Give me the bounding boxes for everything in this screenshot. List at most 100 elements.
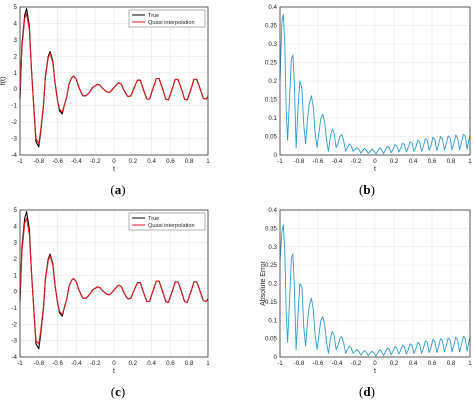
x-tick-label-c-2: -0.6 [52, 360, 63, 367]
y-tick-label-c-8: 4 [14, 223, 18, 230]
y-tick-label-c-9: 5 [14, 207, 18, 214]
y-tick-label-d-3: 0.15 [265, 299, 278, 306]
y-tick-label-c-6: 2 [14, 256, 18, 263]
x-tick-label-b-4: -0.2 [351, 158, 362, 165]
y-tick-label-b-2: 0.1 [268, 115, 277, 122]
x-tick-label-c-8: 0.6 [166, 360, 175, 367]
axes-frame-d [279, 209, 471, 358]
y-tick-label-b-6: 0.3 [268, 41, 277, 48]
axes-frame-b [279, 6, 471, 156]
panel-b: -1 -0.8 -0.6 -0.4 -0.2 0 0.2 0.4 0.6 0.8 1 0 0.05 0.1… [265, 4, 472, 173]
y-tick-label-d-7: 0.35 [265, 225, 278, 232]
x-tick-label-a-8: 0.6 [166, 158, 175, 165]
x-tick-label-d-9: 0.8 [447, 360, 456, 367]
y-tick-label-b-8: 0.4 [268, 4, 277, 11]
x-tick-label-b-1: -0.8 [294, 158, 305, 165]
x-tick-label-b-10: 1 [468, 158, 472, 165]
x-tick-label-c-7: 0.4 [147, 360, 156, 367]
x-axis-label-c: t [113, 368, 115, 375]
series-line-c-1 [19, 217, 209, 345]
y-tick-label-c-4: 0 [14, 289, 18, 296]
x-tick-label-a-6: 0.2 [128, 158, 137, 165]
x-tick-label-c-9: 0.8 [185, 360, 194, 367]
y-tick-label-a-4: 0 [14, 86, 18, 93]
series-line-b-0 [279, 13, 471, 155]
y-tick-label-a-7: 3 [14, 37, 18, 44]
y-axis-label-a: f(t) [0, 77, 7, 86]
y-tick-label-a-9: 5 [14, 4, 18, 11]
y-tick-label-a-8: 4 [14, 20, 18, 27]
caption-a: (a) [110, 182, 125, 197]
caption-b: (b) [359, 182, 375, 197]
x-tick-label-a-4: -0.2 [90, 158, 101, 165]
x-tick-label-d-3: -0.4 [332, 360, 343, 367]
x-tick-label-c-10: 1 [206, 360, 210, 367]
legend-box-a [128, 9, 206, 28]
x-tick-label-b-9: 0.8 [447, 158, 456, 165]
y-tick-label-c-1: -3 [11, 338, 17, 345]
x-tick-label-d-8: 0.6 [428, 360, 437, 367]
axes-frame-c [19, 209, 209, 358]
y-tick-label-b-3: 0.15 [265, 97, 278, 104]
y-tick-label-c-0: -4 [11, 354, 17, 361]
x-axis-label-a: t [113, 166, 115, 173]
x-tick-label-d-7: 0.4 [409, 360, 418, 367]
x-tick-label-a-7: 0.4 [147, 158, 156, 165]
x-axis-label-d: t [374, 368, 376, 375]
y-tick-label-b-0: 0 [274, 152, 278, 159]
y-tick-label-b-7: 0.35 [265, 23, 278, 30]
x-tick-label-d-1: -0.8 [294, 360, 305, 367]
panel-a: -1 -0.8 -0.6 -0.4 -0.2 0 0.2 0.4 0.6 0.8 1 -4 -3 -2 -1… [0, 4, 210, 173]
x-tick-label-d-10: 1 [468, 360, 472, 367]
x-tick-label-b-0: -1 [277, 158, 283, 165]
x-tick-label-d-5: 0 [373, 360, 377, 367]
y-tick-label-d-2: 0.1 [268, 317, 277, 324]
x-tick-label-c-4: -0.2 [90, 360, 101, 367]
x-tick-label-b-6: 0.2 [390, 158, 399, 165]
y-tick-label-c-3: -1 [11, 305, 17, 312]
x-tick-label-a-3: -0.4 [71, 158, 82, 165]
x-tick-label-d-2: -0.6 [313, 360, 324, 367]
x-tick-label-c-5: 0 [112, 360, 116, 367]
y-tick-label-a-6: 2 [14, 53, 18, 60]
panel-d: -1 -0.8 -0.6 -0.4 -0.2 0 0.2 0.4 0.6 0.8 1 0 0.05 0.1… [260, 207, 472, 375]
x-tick-label-a-2: -0.6 [52, 158, 63, 165]
y-tick-label-a-2: -2 [11, 119, 17, 126]
x-tick-label-c-0: -1 [17, 360, 23, 367]
y-tick-label-a-5: 1 [14, 70, 18, 77]
caption-d: (d) [359, 384, 375, 399]
y-tick-label-c-2: -2 [11, 321, 17, 328]
y-tick-label-d-1: 0.05 [265, 336, 278, 343]
panel-c: -1 -0.8 -0.6 -0.4 -0.2 0 0.2 0.4 0.6 0.8 1 -4 -3 -2 -1… [11, 207, 210, 375]
x-tick-label-d-4: -0.2 [351, 360, 362, 367]
x-tick-label-d-0: -1 [277, 360, 283, 367]
x-tick-label-b-8: 0.6 [428, 158, 437, 165]
y-tick-label-a-1: -3 [11, 136, 17, 143]
axes-frame-a [19, 6, 209, 156]
y-tick-label-b-4: 0.2 [268, 78, 277, 85]
y-tick-label-a-3: -1 [11, 103, 17, 110]
y-tick-label-d-0: 0 [274, 354, 278, 361]
y-tick-label-d-5: 0.25 [265, 262, 278, 269]
x-tick-label-c-1: -0.8 [33, 360, 44, 367]
legend-label-c-1: Quasi interpolation [148, 223, 195, 229]
legend-label-a-0: True [148, 13, 159, 19]
y-tick-label-d-4: 0.2 [268, 281, 277, 288]
series-line-d-0 [279, 224, 471, 357]
x-tick-label-b-5: 0 [373, 158, 377, 165]
y-tick-label-a-0: -4 [11, 152, 17, 159]
y-axis-label-d: Absolute Error [260, 260, 267, 305]
x-tick-label-b-7: 0.4 [409, 158, 418, 165]
x-tick-label-c-6: 0.2 [128, 360, 137, 367]
x-axis-label-b: t [374, 166, 376, 173]
legend-box-c [128, 212, 206, 231]
series-line-a-1 [19, 13, 209, 145]
x-tick-label-c-3: -0.4 [71, 360, 82, 367]
x-tick-label-a-5: 0 [112, 158, 116, 165]
x-tick-label-a-0: -1 [17, 158, 23, 165]
y-tick-label-d-8: 0.4 [268, 207, 277, 214]
x-tick-label-b-3: -0.4 [332, 158, 343, 165]
y-tick-label-c-5: 1 [14, 272, 18, 279]
y-tick-label-c-7: 3 [14, 240, 18, 247]
